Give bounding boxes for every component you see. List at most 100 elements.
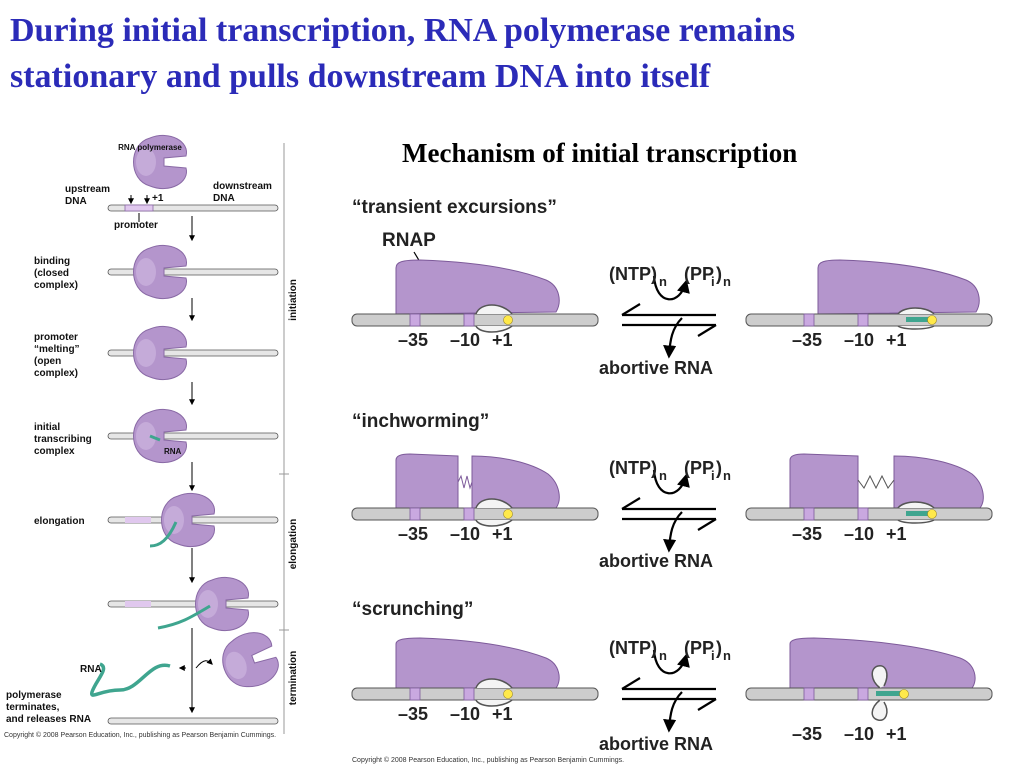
- label-upstream-dna: DNA: [65, 196, 87, 207]
- step-free-polymerase: [107, 134, 279, 222]
- ppi-close-1: ): [716, 264, 722, 284]
- pos-m10-l2: –10: [450, 524, 480, 544]
- rnap-left-3: [395, 637, 560, 689]
- label-terminates-2: terminates,: [6, 702, 60, 713]
- ppi-n-2: n: [723, 468, 731, 483]
- ppi-n-1: n: [723, 274, 731, 289]
- step-termination: [90, 626, 284, 725]
- label-rna: RNA: [80, 664, 102, 675]
- position-markers: –35 –10 +1 –35 –10 +1 –35 –10 +1 –35 –10…: [398, 330, 907, 744]
- label-downstream-dna: DNA: [213, 193, 235, 204]
- ntp-sub-3: n: [659, 648, 667, 663]
- label-phase-elongation: elongation: [288, 519, 299, 570]
- label-rna-small: RNA: [164, 447, 182, 456]
- right-copyright: Copyright © 2008 Pearson Education, Inc.…: [352, 756, 624, 764]
- ppi-label-1: (PP: [684, 264, 714, 284]
- left-figure: RNA polymerase upstream DNA downstream D…: [4, 134, 299, 739]
- label-initial-3: complex: [34, 446, 75, 457]
- rnap-left-2b: [471, 455, 560, 509]
- label-binding-3: complex): [34, 280, 78, 291]
- model-scrunching: “scrunching”: [352, 599, 473, 620]
- pos-m35-l1: –35: [398, 330, 428, 350]
- pos-m10-l1: –10: [450, 330, 480, 350]
- right-figure: “transient excursions” RNAP “inchworming…: [351, 197, 993, 764]
- pos-m35-r1: –35: [792, 330, 822, 350]
- label-melting-4: complex): [34, 368, 78, 379]
- label-elongation: elongation: [34, 516, 85, 527]
- rnap-left-2a: [395, 453, 459, 509]
- exchange-arrows-1: [622, 276, 716, 356]
- label-terminates-3: and releases RNA: [6, 714, 91, 725]
- pos-m35-l2: –35: [398, 524, 428, 544]
- phase-bracket: [279, 143, 289, 734]
- pos-m35-r2: –35: [792, 524, 822, 544]
- ppi-sub-2: i: [711, 468, 715, 483]
- step-initial-complex: [107, 408, 279, 464]
- label-phase-termination: termination: [288, 651, 299, 705]
- ppi-sub-3: i: [711, 648, 715, 663]
- pos-p1-r3: +1: [886, 724, 907, 744]
- label-binding-1: binding: [34, 256, 70, 267]
- title-line-1: During initial transcription, RNA polyme…: [10, 12, 796, 49]
- left-labels: RNA polymerase upstream DNA downstream D…: [6, 143, 299, 725]
- exchange-arrows-2: [622, 470, 716, 550]
- ppi-label-3: (PP: [684, 638, 714, 658]
- pos-p1-r2: +1: [886, 524, 907, 544]
- label-phase-initiation: initiation: [288, 279, 299, 321]
- model-transient: “transient excursions”: [352, 197, 557, 218]
- pos-m10-r1: –10: [844, 330, 874, 350]
- abortive-label-2: abortive RNA: [599, 551, 713, 571]
- flow-arrows: [178, 216, 213, 714]
- ppi-label-2: (PP: [684, 458, 714, 478]
- row-transient-excursions: “transient excursions” RNAP: [351, 197, 993, 356]
- ppi-sub-1: i: [711, 274, 715, 289]
- label-melting-1: promoter: [34, 332, 78, 343]
- abortive-label-3: abortive RNA: [599, 734, 713, 754]
- ntp-label-2: (NTP): [609, 458, 657, 478]
- label-terminates-1: polymerase: [6, 690, 62, 701]
- label-melting-2: “melting”: [34, 344, 80, 355]
- label-downstream: downstream: [213, 181, 272, 192]
- rnap-left-1: [395, 259, 560, 315]
- pos-m10-r2: –10: [844, 524, 874, 544]
- label-initial-2: transcribing: [34, 434, 92, 445]
- label-promoter: promoter: [114, 220, 158, 231]
- rnap-label: RNAP: [382, 230, 436, 251]
- model-inchworming: “inchworming”: [352, 411, 489, 432]
- reaction-labels: (NTP) n (PP i ) n abortive RNA (NTP) n (…: [599, 264, 731, 754]
- row-inchworming: “inchworming”: [351, 411, 993, 550]
- pos-m10-r3: –10: [844, 724, 874, 744]
- ntp-label-3: (NTP): [609, 638, 657, 658]
- ntp-sub-2: n: [659, 468, 667, 483]
- rnap-right-2a: [789, 453, 859, 509]
- pos-p1-r1: +1: [886, 330, 907, 350]
- rnap-right-1: [817, 259, 980, 315]
- label-melting-3: (open: [34, 356, 61, 367]
- title-line-2: stationary and pulls downstream DNA into…: [10, 58, 711, 95]
- pos-p1-l3: +1: [492, 704, 513, 724]
- step-open-complex: [107, 325, 279, 381]
- step-closed-complex: [107, 244, 279, 300]
- ppi-close-2: ): [716, 458, 722, 478]
- label-plus-one: +1: [152, 193, 164, 204]
- left-copyright: Copyright © 2008 Pearson Education, Inc.…: [4, 731, 276, 739]
- step-elongation: [107, 492, 279, 548]
- label-rna-polymerase: RNA polymerase: [118, 143, 182, 152]
- pos-p1-l2: +1: [492, 524, 513, 544]
- label-initial-1: initial: [34, 422, 60, 433]
- exchange-arrows-3: [622, 650, 716, 730]
- slide-title: During initial transcription, RNA polyme…: [10, 8, 1010, 100]
- pos-p1-l1: +1: [492, 330, 513, 350]
- pos-m35-l3: –35: [398, 704, 428, 724]
- step-elongation-late: [107, 576, 279, 632]
- abortive-label-1: abortive RNA: [599, 358, 713, 378]
- label-binding-2: (closed: [34, 268, 69, 279]
- pos-m35-r3: –35: [792, 724, 822, 744]
- ntp-label-1: (NTP): [609, 264, 657, 284]
- pos-m10-l3: –10: [450, 704, 480, 724]
- ntp-sub-1: n: [659, 274, 667, 289]
- ppi-n-3: n: [723, 648, 731, 663]
- right-figure-title: Mechanism of initial transcription: [402, 138, 798, 168]
- row-scrunching: “scrunching”: [351, 599, 993, 730]
